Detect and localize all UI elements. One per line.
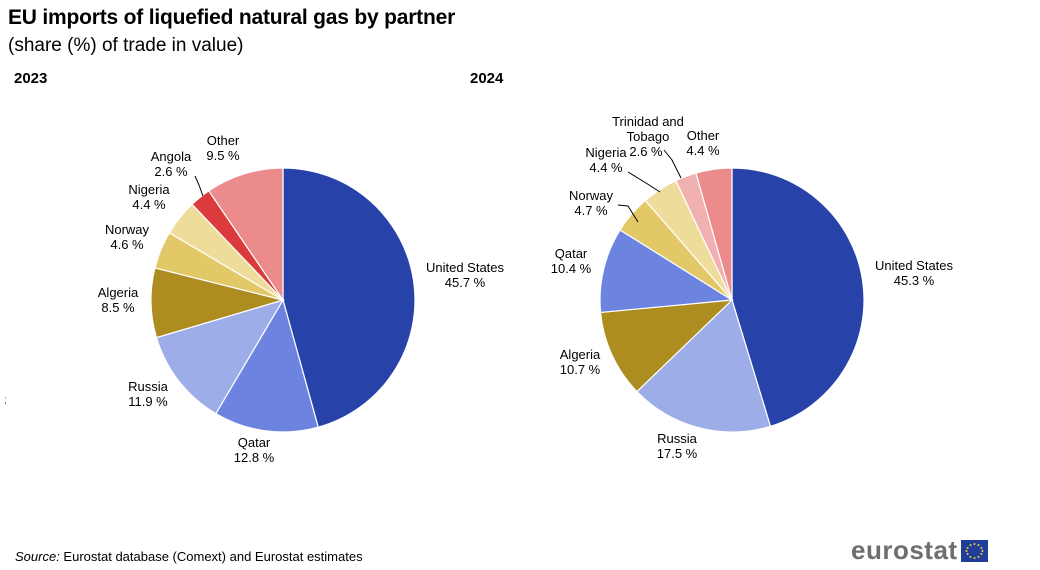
pie-2024-slice-algeria [599, 299, 734, 393]
pie-2024-value-united-states: 45.3 % [894, 273, 935, 288]
pie-2023-slice-other [207, 167, 284, 302]
pie-2023-value-norway: 4.6 % [110, 237, 144, 252]
pie-2023-label-angola: Angola [151, 149, 192, 164]
source-text: Eurostat database (Comext) and Eurostat … [59, 549, 363, 564]
pie-2024-value-norway: 4.7 % [574, 203, 608, 218]
pie-2024-label-trinidad-and-tobago-2: Tobago [627, 129, 670, 144]
chart-title: EU imports of liquefied natural gas by p… [8, 6, 456, 29]
chart-subtitle: (share (%) of trade in value) [8, 35, 244, 56]
pie-2023-label-nigeria: Nigeria [128, 182, 170, 197]
pie-2023-label-united-states: United States [426, 260, 505, 275]
source-label: Source: [15, 549, 60, 564]
pie-2023-slice-qatar [214, 298, 319, 433]
pie-2023-value-russia: 11.9 % [128, 394, 168, 409]
pie-2024-slice-other [695, 167, 733, 301]
pie-2024-value-trinidad-and-tobago: 2.6 % [629, 144, 663, 159]
pie-2023-leader-angola [194, 175, 204, 197]
pie-2024-value-nigeria: 4.4 % [589, 160, 623, 175]
pie-2023-slice-united-states [282, 167, 416, 428]
pie-2023-label-other: Other [207, 133, 240, 148]
pie-2023-value-angola: 2.6 % [154, 164, 188, 179]
pie-2024-slice-united-states [731, 167, 865, 428]
pie-2023-label-qatar: Qatar [238, 435, 271, 450]
stray-mark: ; [4, 395, 7, 406]
pie-2024-label-norway: Norway [569, 188, 614, 203]
pie-2023-label-norway: Norway [105, 222, 150, 237]
pie-2024-label-russia: Russia [657, 431, 698, 446]
source-note: Source: Eurostat database (Comext) and E… [15, 549, 363, 564]
pie-2023-value-qatar: 12.8 % [234, 450, 275, 465]
pie-2023-value-nigeria: 4.4 % [132, 197, 166, 212]
pie-2024-label-united-states: United States [875, 258, 954, 273]
pie-2023-title: 2023 [14, 70, 48, 87]
pie-2024-value-russia: 17.5 % [657, 446, 698, 461]
pie-2024-value-other: 4.4 % [686, 143, 720, 158]
eu-flag-icon [960, 539, 988, 562]
pie-2023-label-russia: Russia [128, 379, 169, 394]
pie-2024-slice-russia [636, 298, 772, 433]
pie-2024-label-nigeria: Nigeria [585, 145, 627, 160]
pie-2023-value-algeria: 8.5 % [101, 300, 135, 315]
pie-2024-label-trinidad-and-tobago-1: Trinidad and [612, 114, 684, 129]
pie-2023-label-algeria: Algeria [98, 285, 139, 300]
pie-2024-label-algeria: Algeria [560, 347, 601, 362]
pie-2024-slice-qatar [599, 229, 734, 314]
pie-2024-title: 2024 [470, 70, 504, 87]
eurostat-logo: eurostat [851, 535, 988, 566]
pie-2023-value-united-states: 45.7 % [445, 275, 486, 290]
pie-2023-value-other: 9.5 % [206, 148, 240, 163]
logo-text: eurostat [851, 535, 958, 565]
pie-2024-label-qatar: Qatar [555, 246, 588, 261]
pie-2024-leader-nigeria [627, 171, 661, 193]
pie-2024-value-algeria: 10.7 % [560, 362, 601, 377]
pie-2024-value-qatar: 10.4 % [551, 261, 592, 276]
pie-2024-label-other: Other [687, 128, 720, 143]
pie-2024-leader-norway [617, 204, 639, 223]
pie-2024-leader-trinidad-and-tobago [663, 149, 682, 179]
